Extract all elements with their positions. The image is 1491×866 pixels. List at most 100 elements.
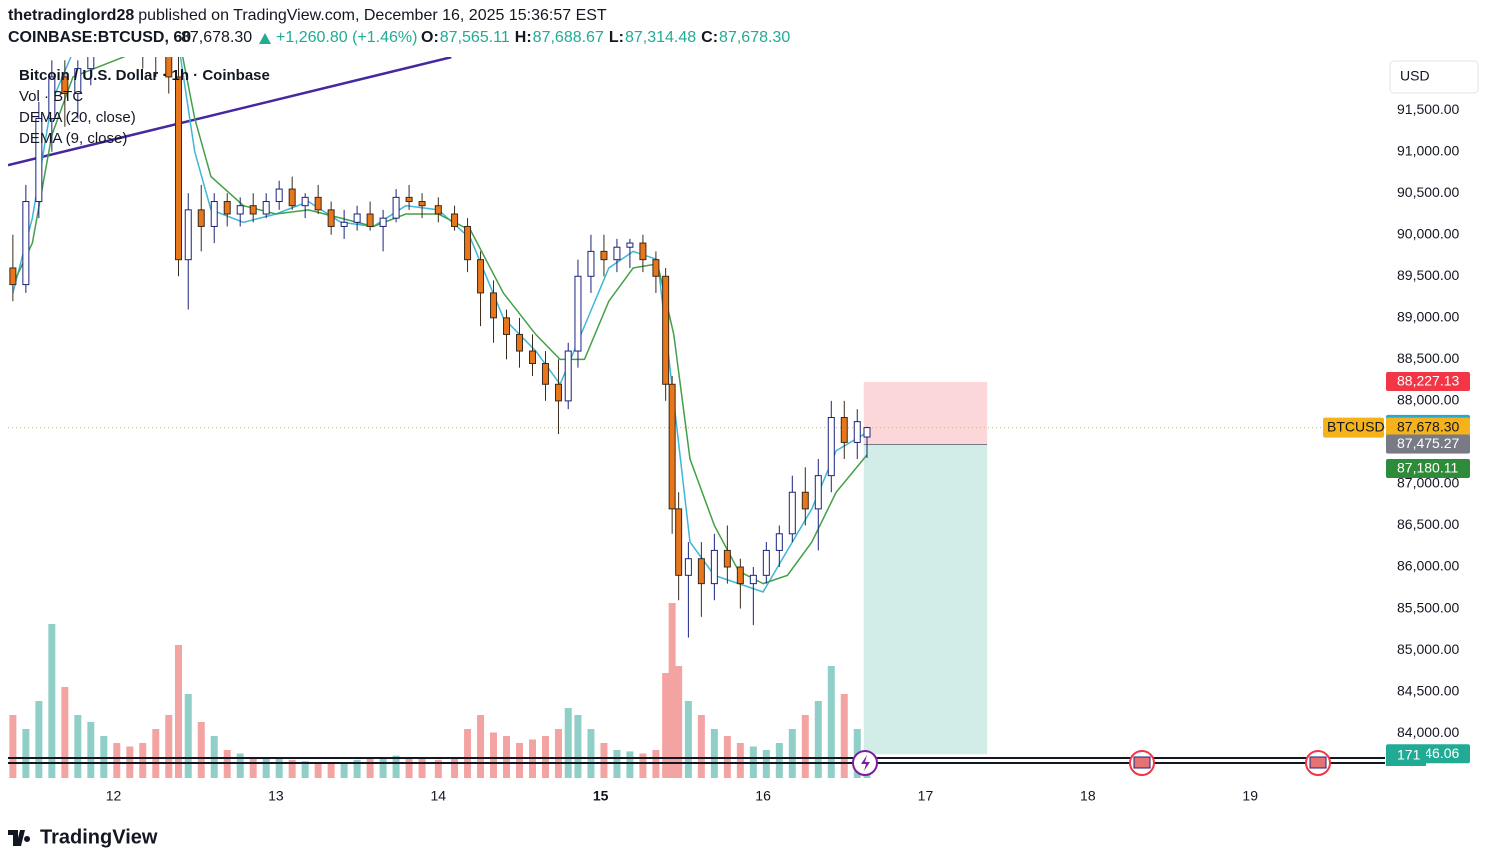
- up-arrow: [259, 33, 271, 44]
- legend-entry: Bitcoin / U.S. Dollar · 1h · Coinbase: [19, 67, 270, 84]
- candle-body: [197, 209, 205, 227]
- candle-body: [574, 275, 582, 352]
- candle-body: [262, 201, 270, 215]
- volume-bar: [184, 694, 192, 778]
- candle-body: [652, 259, 660, 277]
- y-tick-label: 86,500.00: [1397, 516, 1459, 532]
- x-tick-label: 18: [1080, 788, 1096, 804]
- volume-bar: [626, 751, 634, 778]
- x-tick-label: 12: [106, 788, 122, 804]
- price-label: 87,475.27: [1397, 435, 1459, 451]
- price-label: 87,180.11: [1397, 460, 1458, 476]
- volume-bar: [236, 753, 244, 778]
- y-tick-label: 90,500.00: [1397, 184, 1459, 200]
- volume-bar: [477, 715, 485, 778]
- volume-bar: [662, 673, 670, 778]
- ohlc-value: 87,688.67: [533, 29, 604, 46]
- candle-body: [749, 574, 757, 585]
- candle-body: [541, 363, 549, 385]
- ohlc-value: 87,565.11: [440, 29, 510, 46]
- volume-bar: [288, 759, 296, 778]
- volume-bar: [197, 722, 205, 778]
- y-tick-label: 85,000.00: [1397, 641, 1459, 657]
- candle-body: [762, 549, 770, 576]
- volume-bar: [249, 757, 257, 778]
- volume-bar: [697, 715, 705, 778]
- volume-bar: [366, 757, 374, 778]
- volume-bar: [262, 758, 270, 778]
- change: +1,260.80 (+1.46%): [276, 29, 417, 46]
- y-tick-label: 85,500.00: [1397, 599, 1459, 615]
- price-label: 87,678.30: [1397, 418, 1459, 434]
- candle-body: [223, 201, 231, 215]
- candle-body: [587, 250, 595, 277]
- y-tick-label: 88,000.00: [1397, 392, 1459, 408]
- candle-body: [418, 201, 426, 207]
- candle-body: [22, 201, 30, 286]
- y-tick-label: 89,500.00: [1397, 267, 1459, 283]
- candle-body: [184, 209, 192, 261]
- y-tick-label: 91,500.00: [1397, 101, 1459, 117]
- candle-body: [210, 201, 218, 227]
- ohlc-key: O:: [421, 29, 439, 46]
- trendline: [8, 57, 452, 167]
- ohlc-key: L:: [609, 29, 624, 46]
- volume-bar: [490, 732, 498, 778]
- flag-stripes: [1133, 756, 1151, 769]
- price-label-box: [1386, 372, 1470, 392]
- volume-bar: [74, 715, 82, 778]
- last-price: 87,678.30: [181, 29, 252, 46]
- volume-bar: [434, 759, 442, 778]
- ohlc-key: C:: [701, 29, 718, 46]
- volume-bar: [814, 701, 822, 778]
- volume-bar: [418, 758, 426, 778]
- currency-box[interactable]: [1389, 60, 1479, 94]
- candle-body: [613, 246, 621, 261]
- legend-entry: DEMA (20, close): [19, 109, 136, 126]
- y-tick-label: 91,000.00: [1397, 142, 1459, 158]
- candle-body: [74, 68, 82, 95]
- candle-body: [366, 213, 374, 227]
- candle-body: [301, 196, 309, 207]
- volume-bar: [340, 764, 348, 778]
- symbol: COINBASE:BTCUSD, 60: [8, 29, 191, 46]
- candle-body: [600, 250, 608, 261]
- target-zone: [863, 444, 988, 755]
- volume-bar: [516, 743, 524, 778]
- candle-body: [451, 213, 459, 227]
- legend-entry: Vol · BTC: [19, 88, 83, 105]
- volume-bar: [668, 603, 676, 778]
- volume-bar: [464, 729, 472, 778]
- volume-bar: [840, 694, 848, 778]
- volume-bar: [139, 743, 147, 778]
- volume-bar: [392, 755, 400, 778]
- volume-bar: [379, 758, 387, 778]
- volume-bar: [165, 715, 173, 778]
- author: thetradinglord28: [8, 7, 134, 24]
- volume-bar: [775, 743, 783, 778]
- candle-body: [48, 76, 56, 119]
- volume-bar: [275, 757, 283, 778]
- volume-label: 171: [1397, 747, 1421, 763]
- volume-bar: [35, 701, 43, 778]
- candle-body: [528, 350, 536, 365]
- candle-body: [840, 417, 848, 443]
- x-tick-label: 16: [755, 788, 771, 804]
- candle-body: [464, 225, 472, 261]
- candle-body: [288, 188, 296, 207]
- dema-line: [12, 57, 868, 593]
- volume-bar: [554, 729, 562, 778]
- currency: USD: [1400, 68, 1430, 84]
- volume-bar: [684, 701, 692, 778]
- volume-bar: [61, 687, 69, 778]
- candle-body: [564, 350, 572, 402]
- y-tick-label: 84,500.00: [1397, 682, 1459, 698]
- candle-body: [697, 558, 705, 585]
- volume-bar: [827, 666, 835, 778]
- candle-body: [379, 217, 387, 227]
- y-tick-label: 86,000.00: [1397, 558, 1459, 574]
- volume-bar: [675, 666, 683, 778]
- volume-bar: [736, 743, 744, 778]
- volume-bar: [152, 729, 160, 778]
- candle-body: [801, 491, 809, 510]
